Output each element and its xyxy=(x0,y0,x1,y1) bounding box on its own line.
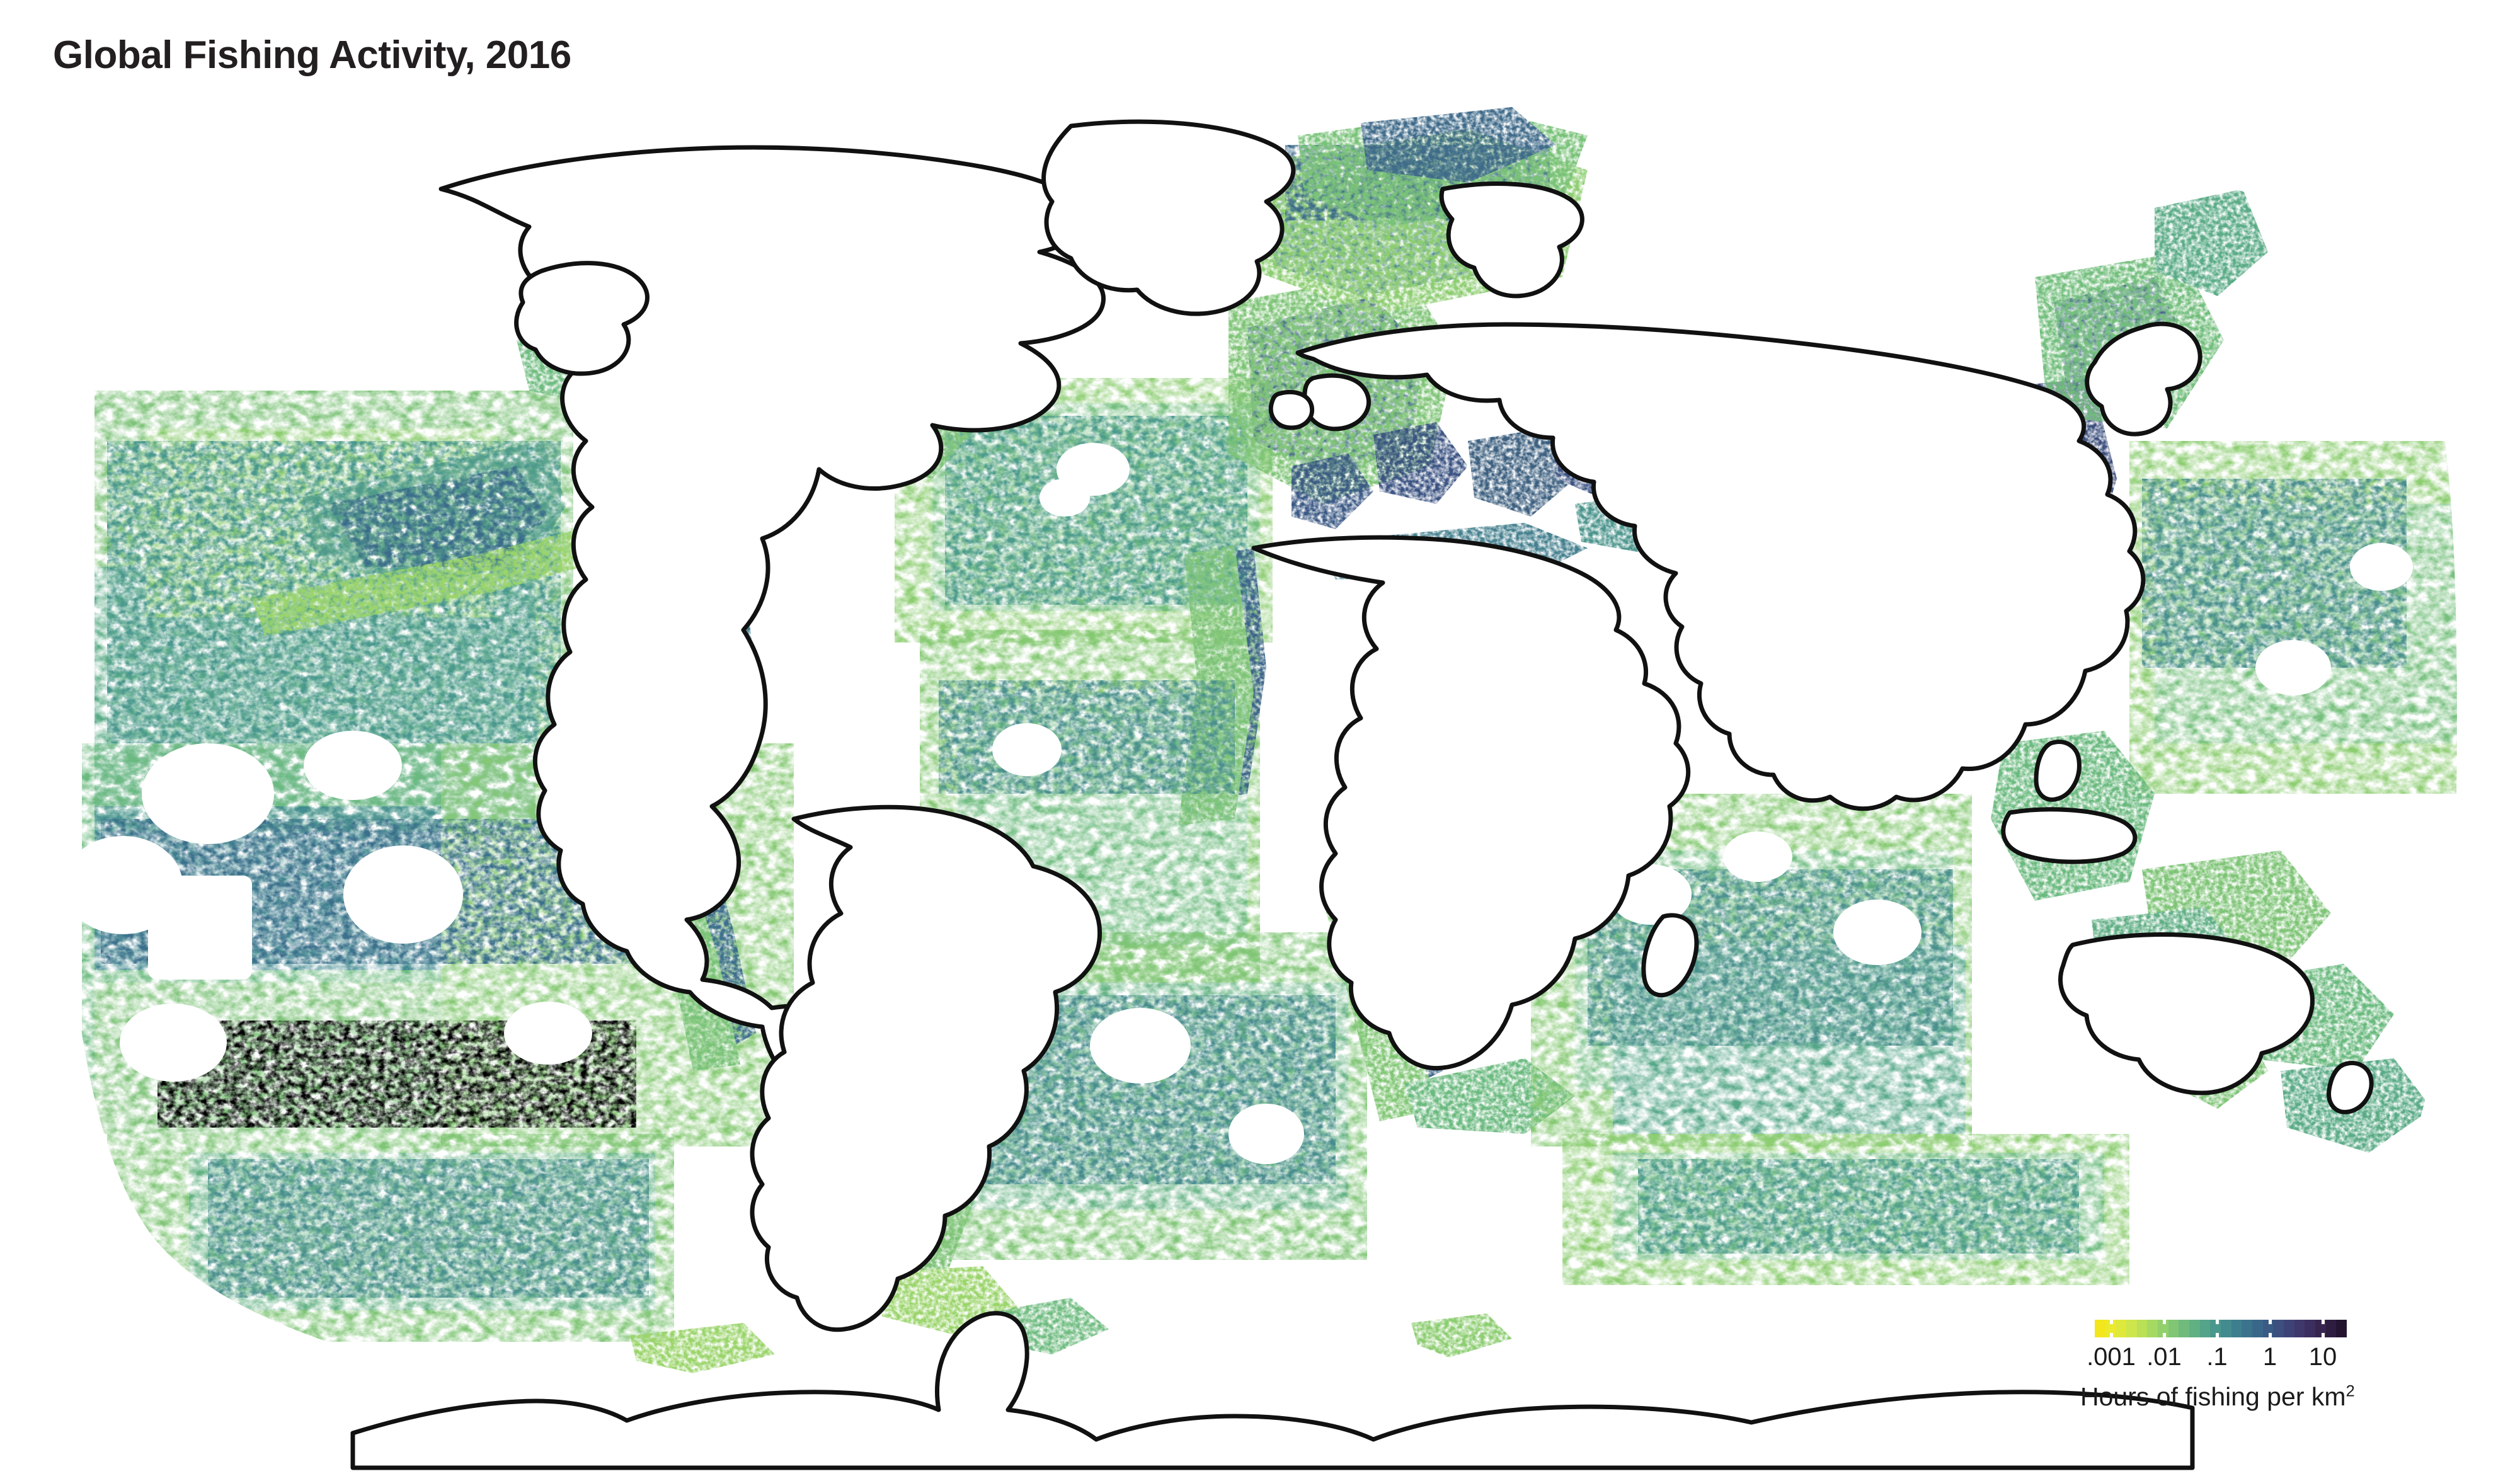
colorbar-cell xyxy=(2116,1320,2127,1337)
colorbar-cell xyxy=(2284,1320,2294,1337)
coastline-philippines xyxy=(2034,740,2082,802)
page-title: Global Fishing Activity, 2016 xyxy=(53,33,571,77)
coastline-indonesia xyxy=(2001,807,2138,864)
colorbar-tick-mark xyxy=(2268,1333,2272,1338)
colorbar-tick-mark xyxy=(2215,1333,2219,1338)
coastline-north-america xyxy=(438,145,1106,1087)
colorbar-cell xyxy=(2095,1320,2105,1337)
coastline-alaska xyxy=(514,261,650,376)
colorbar-tick-mark xyxy=(2162,1333,2166,1338)
region-south-pacific xyxy=(107,1134,674,1342)
colorbar-cell xyxy=(2136,1320,2148,1337)
colorbar-tick-mark xyxy=(2109,1333,2113,1338)
region-kuroshio-northwest-pacific xyxy=(2129,441,2457,794)
colorbar-tick-label: .01 xyxy=(2146,1343,2182,1371)
colorbar-cell xyxy=(2158,1320,2168,1337)
colorbar-cell xyxy=(2199,1320,2211,1337)
colorbar-tick-mark xyxy=(2268,1319,2272,1324)
colorbar-tick-label: .001 xyxy=(2087,1343,2136,1371)
coastline-greenland xyxy=(1041,119,1296,316)
coastline-british-isles xyxy=(1302,373,1372,432)
colorbar-tick-mark xyxy=(2215,1319,2219,1324)
colorbar-tick-label: .1 xyxy=(2206,1343,2228,1371)
coastline-madagascar xyxy=(1641,913,1699,998)
colorbar-tick-mark xyxy=(2109,1319,2113,1324)
region-tropical-pacific xyxy=(63,731,794,1146)
colorbar-tick-mark xyxy=(2162,1319,2166,1324)
colorbar-tick-label: 1 xyxy=(2262,1343,2277,1371)
colorbar-tick-mark xyxy=(2321,1319,2325,1324)
colorbar-cell xyxy=(2126,1320,2137,1337)
fishing-effort-raster xyxy=(63,107,2457,1373)
colorbar[interactable] xyxy=(2095,1319,2347,1338)
colorbar-cell xyxy=(2168,1320,2179,1337)
region-antarctic-edge xyxy=(630,1298,1512,1373)
colorbar-tick-mark xyxy=(2321,1333,2325,1338)
colorbar-cell xyxy=(2189,1320,2200,1337)
colorbar-tick-labels: .001 .01 .1 1 10 xyxy=(2087,1343,2357,1372)
colorbar-cell xyxy=(2105,1320,2116,1337)
legend-caption-superscript: 2 xyxy=(2345,1382,2355,1400)
colorbar-cell xyxy=(2305,1320,2316,1337)
colorbar-cell xyxy=(2242,1320,2253,1337)
colorbar-cell xyxy=(2336,1320,2347,1337)
colorbar-cell xyxy=(2252,1320,2263,1337)
colorbar-cell xyxy=(2231,1320,2242,1337)
legend-caption: Hours of fishing per km2 xyxy=(2080,1382,2355,1412)
coastline-antarctica xyxy=(350,1311,2195,1470)
colorbar-tick-label: 10 xyxy=(2308,1343,2337,1371)
colorbar-cell xyxy=(2294,1320,2305,1337)
coastline-africa xyxy=(1251,535,1691,1071)
coastline-south-america xyxy=(750,804,1102,1332)
coastline-new-zealand xyxy=(2327,1061,2374,1114)
colorbar-cell xyxy=(2325,1320,2337,1337)
colorbar-cell xyxy=(2179,1320,2190,1337)
colorbar-cell xyxy=(2221,1320,2231,1337)
region-southern-ocean-indian xyxy=(1562,1134,2129,1285)
colorbar-cell xyxy=(2147,1320,2158,1337)
colorbar-cell xyxy=(2273,1320,2284,1337)
legend-caption-text: Hours of fishing per km xyxy=(2080,1382,2346,1411)
coastline-japan xyxy=(2085,321,2202,437)
map-legend: .001 .01 .1 1 10 Hours of fishing per km2 xyxy=(2075,1314,2371,1434)
coastlines xyxy=(350,119,2374,1470)
coastline-scandinavia xyxy=(1439,181,1584,299)
coastline-eurasia xyxy=(1295,322,2146,811)
coastline-australia xyxy=(2058,932,2315,1095)
coastline-ireland xyxy=(1268,390,1315,430)
